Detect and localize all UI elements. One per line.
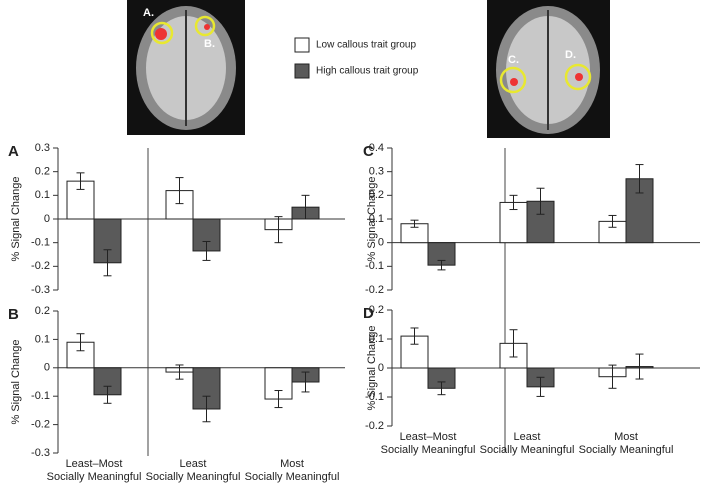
y-tick-label: 0.1 — [35, 333, 50, 345]
y-axis-label: % Signal Change — [10, 176, 22, 261]
y-tick-label: -0.1 — [365, 260, 384, 272]
x-tick-label: Most Socially Meaningful — [244, 458, 340, 483]
y-tick-label: 0.2 — [369, 189, 384, 201]
legend-label: High callous trait group — [316, 66, 419, 77]
x-tick-label: Least Socially Meaningful — [479, 431, 575, 456]
panel-label: B — [8, 306, 19, 323]
panel-label: A — [8, 143, 19, 160]
y-tick-label: -0.2 — [31, 419, 50, 431]
y-axis-label: % Signal Change — [366, 176, 378, 261]
panel-label: D — [363, 305, 374, 322]
y-tick-label: 0.1 — [35, 189, 50, 201]
image-label: D. — [565, 49, 576, 61]
legend-label: Low callous trait group — [316, 40, 416, 51]
image-label: B. — [204, 38, 215, 50]
image-label: C. — [508, 54, 519, 66]
y-tick-label: 0.1 — [369, 213, 384, 225]
bar — [93, 367, 122, 396]
brain-image-left — [127, 0, 245, 135]
y-tick-label: -0.3 — [31, 284, 50, 296]
panel-label: C — [363, 143, 374, 160]
image-label: A. — [143, 7, 154, 19]
y-tick-label: -0.1 — [365, 391, 384, 403]
y-tick-label: -0.2 — [365, 420, 384, 432]
y-tick-label: 0.3 — [369, 166, 384, 178]
y-tick-label: 0.1 — [369, 333, 384, 345]
y-tick-label: 0.2 — [35, 305, 50, 317]
y-tick-label: 0 — [378, 237, 384, 249]
y-tick-label: 0.2 — [35, 166, 50, 178]
x-tick-label: Least–Most Socially Meaningful — [380, 431, 476, 456]
legend-swatch — [294, 63, 310, 79]
bar — [264, 367, 293, 400]
y-tick-label: 0 — [378, 362, 384, 374]
y-tick-label: 0 — [44, 362, 50, 374]
y-tick-label: -0.2 — [365, 284, 384, 296]
y-tick-label: 0 — [44, 213, 50, 225]
x-tick-label: Least–Most Socially Meaningful — [46, 458, 142, 483]
x-tick-label: Most Socially Meaningful — [578, 431, 674, 456]
y-tick-label: 0.2 — [369, 304, 384, 316]
y-axis-label: % Signal Change — [10, 339, 22, 424]
legend-swatch — [294, 37, 310, 53]
y-tick-label: -0.3 — [31, 447, 50, 459]
y-tick-label: -0.1 — [31, 237, 50, 249]
y-tick-label: -0.2 — [31, 260, 50, 272]
brain-image-right — [487, 0, 610, 138]
x-tick-label: Least Socially Meaningful — [145, 458, 241, 483]
y-axis-label: % Signal Change — [366, 325, 378, 410]
y-tick-label: -0.1 — [31, 390, 50, 402]
y-tick-label: 0.4 — [369, 142, 384, 154]
y-tick-label: 0.3 — [35, 142, 50, 154]
